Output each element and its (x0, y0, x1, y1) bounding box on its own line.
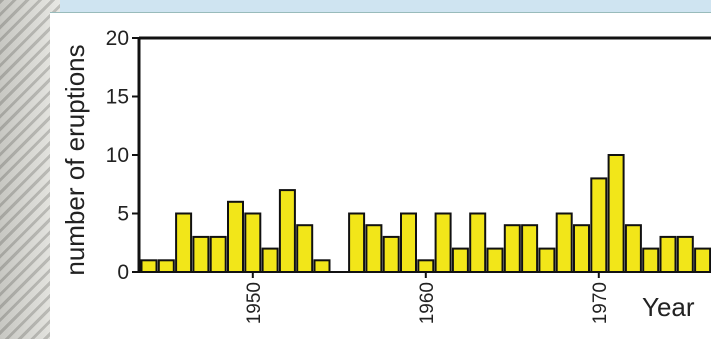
bar-1948 (209, 235, 227, 273)
y-axis-label: number of eruptions (60, 44, 90, 275)
bar-1946 (175, 212, 193, 273)
bar-1970 (590, 177, 608, 273)
bar-1956 (348, 212, 366, 273)
x-tick-label-1950: 1950 (244, 282, 265, 324)
chart-panel (50, 12, 711, 339)
bar-1960 (417, 259, 435, 273)
bar-1964 (486, 247, 504, 274)
bar-series (140, 154, 711, 274)
y-tick-group: 0 5 10 15 20 (106, 27, 139, 284)
bar-1959 (400, 212, 417, 273)
y-tick-label-5: 5 (117, 203, 129, 226)
bar-1962 (451, 247, 469, 274)
bar-1972 (624, 224, 642, 273)
y-tick-label-10: 10 (106, 144, 129, 167)
y-tick-label-0: 0 (117, 261, 129, 284)
bar-1975 (676, 235, 694, 273)
x-tick-group: 1950 1960 1970 (244, 272, 611, 324)
bar-1952 (278, 189, 296, 274)
x-axis-label: Year (642, 292, 695, 322)
x-tick-label-1960: 1960 (417, 282, 438, 324)
bar-1954 (313, 259, 331, 273)
y-tick-label-15: 15 (106, 86, 129, 109)
bar-1963 (469, 212, 487, 273)
bar-1953 (296, 224, 314, 273)
bar-1966 (521, 224, 539, 273)
bar-1961 (434, 212, 452, 273)
bar-1967 (538, 247, 556, 274)
bar-1950 (244, 212, 262, 273)
bar-1957 (365, 224, 383, 273)
bar-1974 (659, 235, 677, 273)
bar-1973 (642, 247, 660, 274)
bar-1944 (140, 259, 158, 273)
bar-1971 (607, 154, 625, 273)
bar-1945 (157, 259, 175, 273)
bar-1958 (382, 235, 400, 273)
bar-1976 (694, 247, 711, 274)
bar-1949 (227, 200, 244, 273)
x-tick-label-1970: 1970 (590, 282, 611, 324)
bar-1969 (573, 224, 590, 273)
bar-1968 (555, 212, 573, 273)
bar-1965 (503, 224, 521, 273)
bar-1951 (261, 247, 279, 274)
y-tick-label-20: 20 (106, 27, 129, 50)
bar-1947 (192, 235, 210, 273)
